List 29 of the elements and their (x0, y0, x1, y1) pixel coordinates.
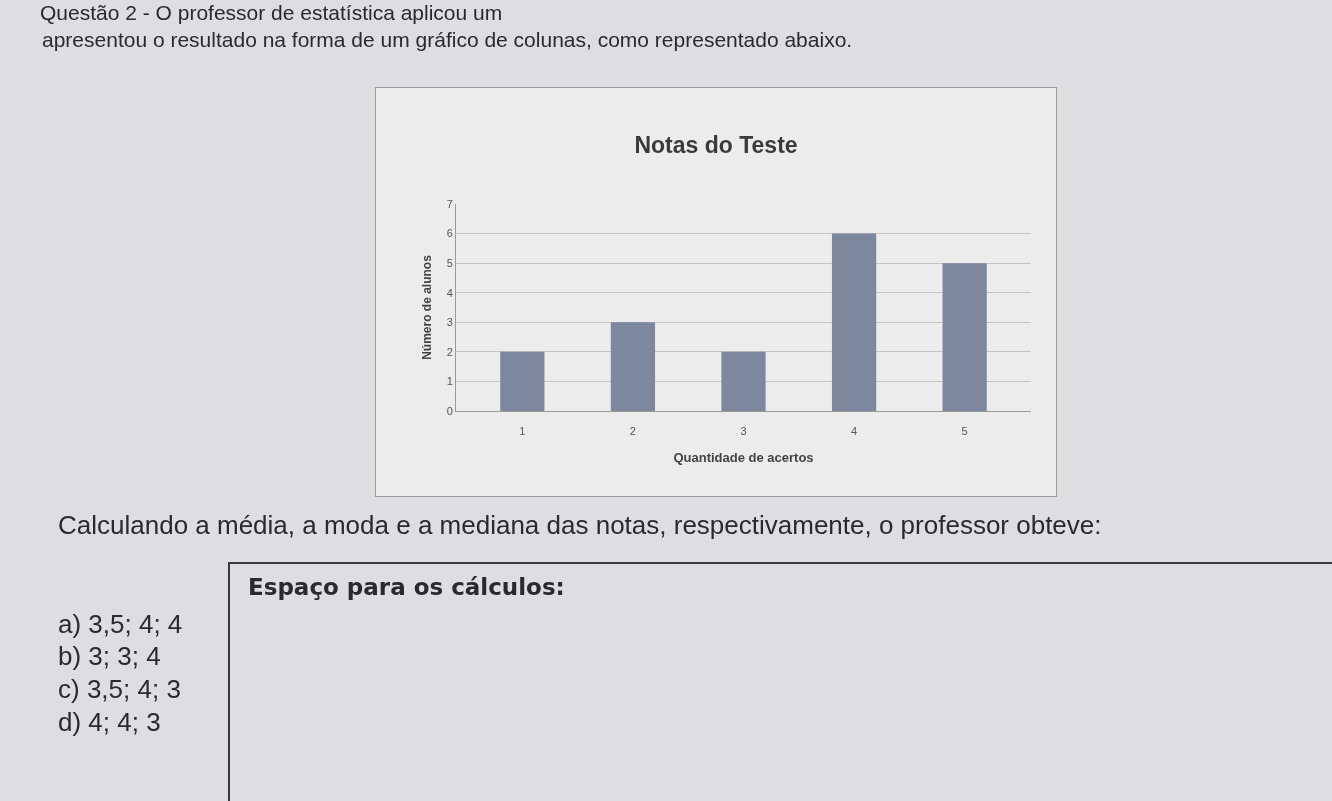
text: Questão 2 - O professor de estatística aplicou um (40, 1, 503, 26)
text: Espaço para os cálculos: (248, 574, 565, 601)
bar (831, 233, 877, 411)
x-tick-label: 1 (519, 425, 526, 438)
x-tick-label: 5 (961, 425, 968, 438)
x-tick-label: 4 (851, 425, 858, 438)
y-tick-label: 3 (446, 316, 453, 329)
chart-title: Notas do Teste (634, 132, 798, 159)
y-axis-title: Número de alunos (419, 254, 434, 360)
bar (721, 351, 766, 411)
y-tick-label: 7 (446, 197, 453, 210)
y-tick-label: 1 (446, 375, 453, 388)
x-tick-label: 3 (740, 425, 747, 438)
x-axis-title: Quantidade de acertos (673, 449, 814, 465)
text: c) 3,5; 4; 3 (58, 674, 181, 705)
text: apresentou o resultado na forma de um gráfico de colunas, como representado abaixo. (42, 28, 853, 53)
y-tick-label: 0 (446, 404, 453, 417)
x-tick-label: 2 (629, 425, 636, 438)
y-tick-label: 2 (446, 345, 453, 358)
y-tick-label: 5 (446, 256, 453, 269)
bar (610, 322, 656, 411)
text: b) 3; 3; 4 (58, 641, 161, 672)
bar (500, 351, 545, 411)
text: a) 3,5; 4; 4 (58, 609, 183, 640)
bar (942, 263, 987, 411)
text: Calculando a média, a moda e a mediana das notas, respectivamente, o professor obteve: (58, 510, 1102, 541)
y-tick-label: 4 (446, 286, 453, 299)
text: d) 4; 4; 3 (58, 707, 161, 738)
y-tick-label: 6 (446, 227, 453, 240)
